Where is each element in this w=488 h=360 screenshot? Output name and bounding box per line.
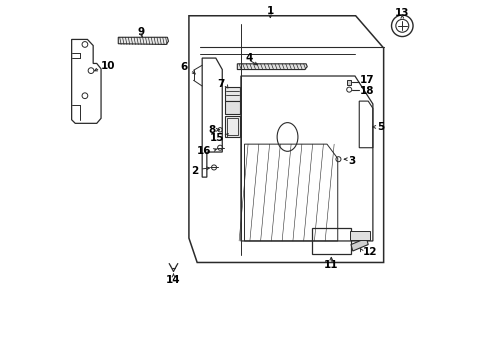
Text: 12: 12 xyxy=(362,247,377,257)
Polygon shape xyxy=(237,64,306,69)
Text: 7: 7 xyxy=(217,79,224,89)
Text: 16: 16 xyxy=(197,146,211,156)
Polygon shape xyxy=(224,87,240,101)
Text: 17: 17 xyxy=(359,75,374,85)
Text: 9: 9 xyxy=(138,27,144,37)
Polygon shape xyxy=(224,116,240,137)
Text: 1: 1 xyxy=(266,6,273,16)
Text: 14: 14 xyxy=(166,275,181,285)
Text: 6: 6 xyxy=(180,62,187,72)
Text: 3: 3 xyxy=(348,156,355,166)
Text: 5: 5 xyxy=(376,122,384,132)
Polygon shape xyxy=(350,238,367,251)
Text: 4: 4 xyxy=(244,53,252,63)
Text: 15: 15 xyxy=(210,133,224,143)
FancyBboxPatch shape xyxy=(349,231,369,239)
Text: 11: 11 xyxy=(324,260,338,270)
Polygon shape xyxy=(224,101,240,114)
Text: 13: 13 xyxy=(394,8,409,18)
Polygon shape xyxy=(118,37,168,44)
Text: 18: 18 xyxy=(359,86,374,96)
Text: 2: 2 xyxy=(190,166,198,176)
Polygon shape xyxy=(346,80,351,85)
Text: 10: 10 xyxy=(101,61,115,71)
Text: 8: 8 xyxy=(208,125,215,135)
